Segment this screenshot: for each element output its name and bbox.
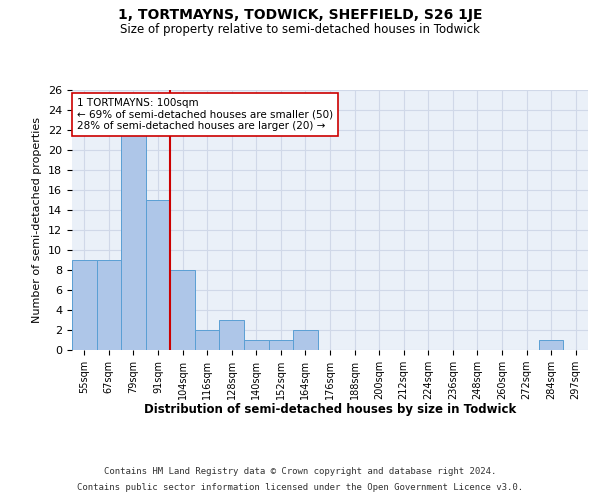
Y-axis label: Number of semi-detached properties: Number of semi-detached properties xyxy=(32,117,43,323)
Bar xyxy=(244,340,269,350)
Bar xyxy=(121,130,146,350)
Bar xyxy=(146,200,170,350)
Bar xyxy=(539,340,563,350)
Text: Contains public sector information licensed under the Open Government Licence v3: Contains public sector information licen… xyxy=(77,482,523,492)
Text: Size of property relative to semi-detached houses in Todwick: Size of property relative to semi-detach… xyxy=(120,22,480,36)
Bar xyxy=(269,340,293,350)
Text: Contains HM Land Registry data © Crown copyright and database right 2024.: Contains HM Land Registry data © Crown c… xyxy=(104,468,496,476)
Bar xyxy=(293,330,318,350)
Bar xyxy=(170,270,195,350)
Bar xyxy=(220,320,244,350)
Text: 1, TORTMAYNS, TODWICK, SHEFFIELD, S26 1JE: 1, TORTMAYNS, TODWICK, SHEFFIELD, S26 1J… xyxy=(118,8,482,22)
Text: Distribution of semi-detached houses by size in Todwick: Distribution of semi-detached houses by … xyxy=(144,402,516,415)
Bar xyxy=(195,330,220,350)
Bar xyxy=(72,260,97,350)
Bar xyxy=(97,260,121,350)
Text: 1 TORTMAYNS: 100sqm
← 69% of semi-detached houses are smaller (50)
28% of semi-d: 1 TORTMAYNS: 100sqm ← 69% of semi-detach… xyxy=(77,98,333,131)
